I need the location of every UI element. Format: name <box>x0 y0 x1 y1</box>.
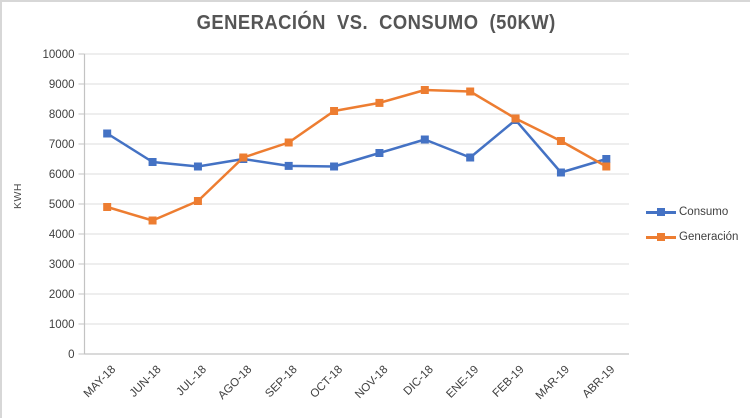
y-tick-label: 8000 <box>49 109 75 121</box>
data-point-marker <box>420 135 429 144</box>
chart-title-text: GENERACIÓN VS. CONSUMO (50KW) <box>196 12 556 34</box>
y-tick-label: 10000 <box>43 49 75 61</box>
x-tick-label: JUL-18 <box>174 364 209 399</box>
chart-title: GENERACIÓN VS. CONSUMO (50KW) <box>2 12 750 35</box>
x-tick-label: ABR-19 <box>580 364 617 401</box>
x-tick-label: AGO-18 <box>216 364 254 402</box>
data-point-marker <box>556 168 565 177</box>
legend: Consumo Generación <box>646 204 738 245</box>
x-tick-label: MAY-18 <box>82 364 119 401</box>
data-point-marker <box>103 129 112 138</box>
data-point-marker <box>556 137 565 145</box>
data-point-marker <box>420 86 429 94</box>
generacion-series-marker-icon <box>646 233 676 242</box>
data-point-marker <box>330 107 339 115</box>
data-point-marker <box>466 153 475 162</box>
x-tick-label: JUN-18 <box>128 364 164 400</box>
data-point-marker <box>239 153 248 162</box>
legend-item-consumo: Consumo <box>646 204 738 220</box>
data-point-marker <box>103 203 112 211</box>
consumo-series-marker-icon <box>646 208 676 217</box>
data-point-marker <box>602 155 611 163</box>
legend-label-generacion: Generación <box>679 231 739 243</box>
y-tick-label: 7000 <box>49 139 75 151</box>
y-tick-label: 0 <box>68 349 74 361</box>
data-point-marker <box>375 98 384 107</box>
data-point-marker <box>284 161 293 170</box>
y-tick-label: 6000 <box>49 169 75 181</box>
data-point-marker <box>330 162 339 171</box>
series-line-consumo <box>105 118 608 174</box>
x-tick-label: FEB-19 <box>491 364 527 400</box>
data-point-marker <box>193 162 202 171</box>
data-point-marker <box>375 149 384 157</box>
y-tick-label: 4000 <box>49 229 75 241</box>
data-point-marker <box>193 197 202 205</box>
x-tick-label: MAR-19 <box>534 364 572 402</box>
y-tick-label: 2000 <box>49 289 75 301</box>
x-tick-label: DIC-18 <box>402 364 436 398</box>
data-point-marker <box>284 138 293 147</box>
series-line-generación <box>105 88 608 222</box>
x-tick-label: NOV-18 <box>353 364 390 401</box>
data-point-marker <box>148 158 157 166</box>
legend-item-generacion: Generación <box>646 229 738 245</box>
data-point-marker <box>148 216 157 225</box>
y-tick-label: 1000 <box>49 319 75 331</box>
y-tick-label: 3000 <box>49 259 75 271</box>
x-tick-label: OCT-18 <box>308 364 345 401</box>
data-point-marker <box>466 87 475 96</box>
x-tick-label: ENE-19 <box>444 364 481 401</box>
y-tick-label: 9000 <box>49 79 75 91</box>
data-point-marker <box>511 114 520 123</box>
y-tick-label: 5000 <box>49 199 75 211</box>
legend-label-consumo: Consumo <box>679 206 729 218</box>
data-point-marker <box>602 162 611 171</box>
x-tick-label: SEP-18 <box>263 364 300 401</box>
